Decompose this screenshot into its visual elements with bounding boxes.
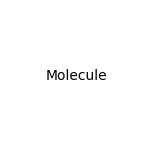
Text: Molecule: Molecule	[45, 69, 107, 83]
